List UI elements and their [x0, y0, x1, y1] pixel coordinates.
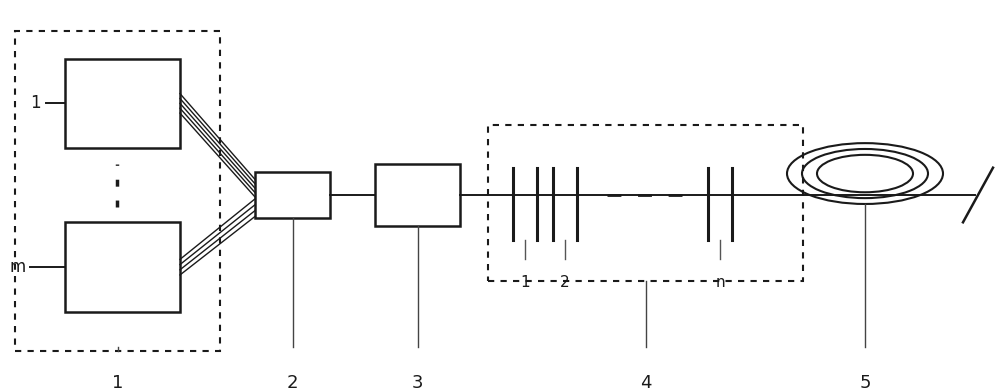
- Text: 1: 1: [112, 374, 123, 390]
- Text: 4: 4: [640, 374, 651, 390]
- Text: 5: 5: [859, 374, 871, 390]
- Text: n: n: [715, 275, 725, 290]
- Bar: [488, 125, 803, 281]
- Bar: [65, 222, 180, 312]
- Text: 1: 1: [520, 275, 530, 290]
- Text: 1: 1: [30, 94, 41, 112]
- Text: 2: 2: [287, 374, 298, 390]
- Text: 2: 2: [560, 275, 570, 290]
- Bar: [375, 164, 460, 226]
- Text: m: m: [10, 258, 26, 276]
- Bar: [15, 31, 220, 351]
- Bar: [65, 58, 180, 148]
- Bar: [255, 172, 330, 218]
- Text: 3: 3: [412, 374, 423, 390]
